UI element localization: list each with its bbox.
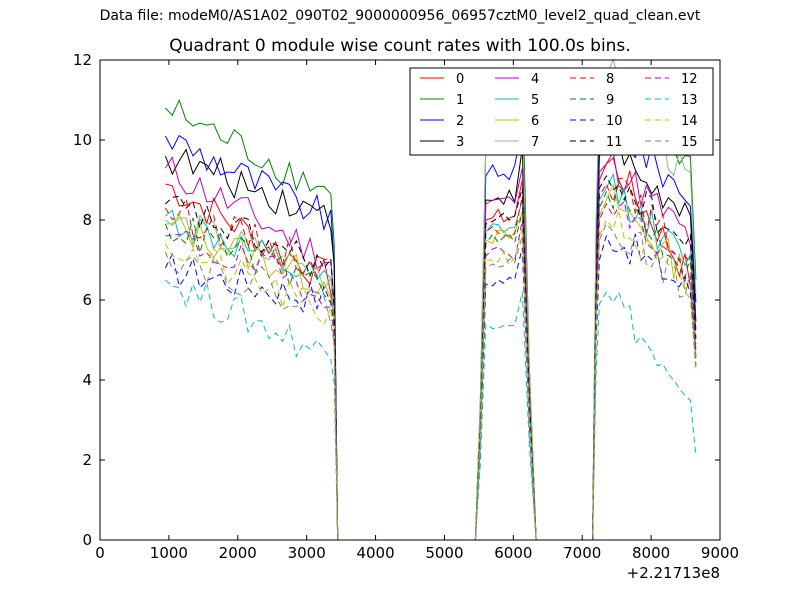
x-tick-label: 8000 — [632, 544, 670, 562]
legend-label-6: 6 — [531, 114, 539, 129]
ticks-layer: 0 1000 2000 3000 4000 5000 6000 7000 8000 9000 0 2 4… — [73, 51, 739, 562]
series-line-15 — [164, 223, 697, 541]
legend-label-15: 15 — [681, 135, 698, 150]
y-tick-label: 0 — [82, 531, 92, 549]
series-line-5 — [165, 172, 697, 541]
legend-label-4: 4 — [531, 72, 539, 87]
y-tick-label: 12 — [73, 51, 92, 69]
legend-label-8: 8 — [606, 72, 614, 87]
legend-label-12: 12 — [681, 72, 698, 87]
x-tick-label: 0 — [95, 544, 105, 562]
series-line-11 — [165, 174, 697, 541]
legend-label-9: 9 — [606, 93, 614, 108]
x-tick-label: 1000 — [150, 544, 188, 562]
x-tick-label: 2000 — [219, 544, 257, 562]
x-tick-label: 3000 — [288, 544, 326, 562]
legend-label-11: 11 — [606, 135, 623, 150]
legend-label-2: 2 — [456, 114, 464, 129]
legend-label-5: 5 — [531, 93, 539, 108]
series-line-10 — [164, 233, 697, 541]
x-tick-label: 7000 — [563, 544, 601, 562]
x-tick-label: 4000 — [356, 544, 394, 562]
figure-suptitle: Data file: modeM0/AS1A02_090T02_90000009… — [99, 8, 701, 24]
y-tick-label: 10 — [73, 131, 92, 149]
series-line-13 — [165, 279, 697, 541]
x-offset-label: +2.21713e8 — [627, 564, 720, 582]
series-line-14 — [164, 209, 697, 541]
series-line-8 — [164, 177, 697, 541]
x-tick-label: 5000 — [425, 544, 463, 562]
x-tick-label: 6000 — [494, 544, 532, 562]
y-tick-label: 6 — [82, 291, 92, 309]
series-line-2 — [164, 113, 697, 541]
legend-label-14: 14 — [681, 114, 698, 129]
legend-label-1: 1 — [456, 93, 464, 108]
legend-label-10: 10 — [606, 114, 623, 129]
legend-box — [409, 67, 714, 156]
series-line-9 — [164, 178, 697, 541]
y-tick-label: 4 — [82, 371, 92, 389]
legend-label-7: 7 — [531, 135, 539, 150]
y-tick-label: 8 — [82, 211, 92, 229]
series-line-12 — [165, 200, 697, 541]
series-line-0 — [165, 156, 697, 541]
legend-label-3: 3 — [456, 135, 464, 150]
legend-label-13: 13 — [681, 93, 698, 108]
x-tick-label: 9000 — [701, 544, 739, 562]
legend-label-0: 0 — [456, 72, 464, 87]
y-tick-label: 2 — [82, 451, 92, 469]
chart-title: Quadrant 0 module wise count rates with … — [169, 36, 631, 56]
